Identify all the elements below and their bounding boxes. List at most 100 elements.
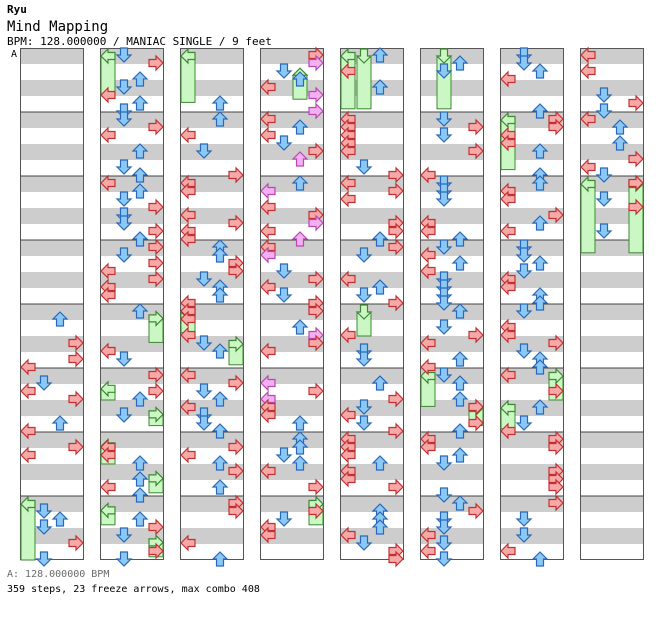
bpm-marker-label: A: [11, 49, 17, 60]
column-border: [500, 48, 564, 560]
column-border: [420, 48, 484, 560]
beat-stripe: [100, 368, 164, 384]
freeze-arrow: [100, 502, 116, 526]
beat-stripe: [260, 496, 324, 512]
column-border: [340, 48, 404, 560]
beat-stripe: [340, 464, 404, 480]
freeze-arrow: [580, 176, 596, 254]
beat-stripe: [180, 240, 244, 256]
beat-stripe: [500, 304, 564, 320]
beat-stripe: [260, 304, 324, 320]
freeze-arrow: [340, 48, 356, 110]
beat-stripe: [100, 432, 164, 448]
beat-stripe: [180, 112, 244, 128]
beat-stripe: [500, 112, 564, 128]
beat-stripe: [20, 272, 84, 288]
beat-stripe: [100, 528, 164, 544]
beat-stripe: [340, 432, 404, 448]
freeze-arrow: [180, 48, 196, 103]
beat-stripe: [100, 144, 164, 160]
beat-stripe: [340, 272, 404, 288]
beat-stripe: [340, 400, 404, 416]
beat-stripe: [100, 304, 164, 320]
beat-stripe: [500, 240, 564, 256]
freeze-arrow: [100, 381, 116, 401]
freeze-arrow: [20, 496, 36, 561]
beat-stripe: [340, 368, 404, 384]
beat-stripe: [20, 400, 84, 416]
beat-stripe: [260, 400, 324, 416]
beat-stripe: [20, 368, 84, 384]
beat-stripe: [260, 208, 324, 224]
freeze-arrow: [356, 48, 372, 110]
beat-stripe: [500, 496, 564, 512]
beat-stripe: [260, 176, 324, 192]
column-border: [20, 48, 84, 560]
beat-stripe: [100, 464, 164, 480]
beat-stripe: [260, 144, 324, 160]
bpm-summary: A: 128.000000 BPM: [7, 569, 110, 580]
beat-stripe: [420, 48, 484, 64]
beat-stripe: [340, 48, 404, 64]
artist-name: Ryu: [7, 3, 27, 16]
beat-stripe: [20, 208, 84, 224]
beat-stripe: [580, 464, 644, 480]
beat-stripe: [180, 80, 244, 96]
beat-stripe: [420, 432, 484, 448]
beat-stripe: [20, 496, 84, 512]
chart-column: [420, 48, 484, 560]
beat-stripe: [580, 432, 644, 448]
beat-stripe: [420, 208, 484, 224]
chart-column: [20, 48, 84, 560]
beat-stripe: [580, 336, 644, 352]
beat-stripe: [20, 528, 84, 544]
beat-stripe: [20, 112, 84, 128]
beat-stripe: [340, 80, 404, 96]
beat-stripe: [20, 304, 84, 320]
beat-stripe: [340, 208, 404, 224]
beat-stripe: [260, 112, 324, 128]
beat-stripe: [20, 240, 84, 256]
beat-stripe: [340, 304, 404, 320]
beat-stripe: [20, 144, 84, 160]
beat-stripe: [500, 272, 564, 288]
freeze-body: [580, 183, 596, 254]
freeze-arrow: [356, 304, 372, 337]
freeze-arrow: [148, 406, 164, 427]
beat-stripe: [580, 208, 644, 224]
beat-stripe: [260, 464, 324, 480]
beat-stripe: [420, 80, 484, 96]
beat-stripe: [500, 432, 564, 448]
beat-stripe: [100, 496, 164, 512]
beat-stripe: [420, 272, 484, 288]
beat-stripe: [180, 464, 244, 480]
beat-stripe: [340, 144, 404, 160]
step-stats: 359 steps, 23 freeze arrows, max combo 4…: [7, 584, 260, 595]
freeze-body: [356, 55, 372, 110]
beat-stripe: [580, 48, 644, 64]
beat-stripe: [580, 528, 644, 544]
freeze-arrow: [420, 368, 436, 407]
beat-stripe: [100, 176, 164, 192]
beat-stripe: [420, 176, 484, 192]
beat-stripe: [420, 496, 484, 512]
beat-stripe: [180, 304, 244, 320]
beat-stripe: [180, 272, 244, 288]
beat-stripe: [500, 336, 564, 352]
beat-stripe: [20, 464, 84, 480]
beat-stripe: [420, 112, 484, 128]
column-border: [580, 48, 644, 560]
beat-stripe: [580, 272, 644, 288]
beat-stripe: [500, 176, 564, 192]
beat-stripe: [500, 368, 564, 384]
beat-stripe: [20, 432, 84, 448]
beat-stripe: [260, 432, 324, 448]
beat-stripe: [580, 176, 644, 192]
beat-stripe: [420, 368, 484, 384]
beat-stripe: [100, 400, 164, 416]
column-border: [100, 48, 164, 560]
beat-stripe: [420, 336, 484, 352]
beat-stripe: [580, 304, 644, 320]
beat-stripe: [420, 400, 484, 416]
beat-stripe: [180, 144, 244, 160]
